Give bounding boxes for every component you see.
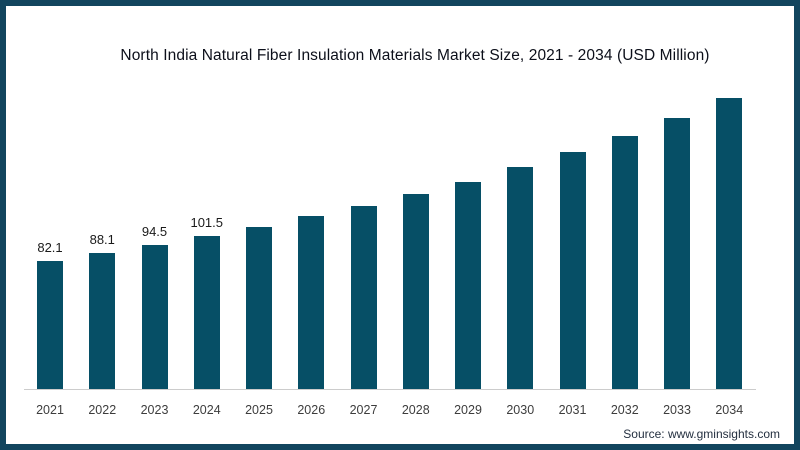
bar-2031 xyxy=(559,152,586,389)
bar-2034 xyxy=(716,98,743,389)
x-tick-label-2032: 2032 xyxy=(610,403,639,417)
bar-2025 xyxy=(246,226,272,389)
bar-2024 xyxy=(193,235,220,389)
x-tick-label-2023: 2023 xyxy=(140,403,169,417)
x-tick-label-2031: 2031 xyxy=(558,403,587,417)
bar-2023 xyxy=(141,244,168,389)
bar-2029 xyxy=(455,181,481,389)
source-note: Source: www.gminsights.com xyxy=(623,427,780,441)
bar-2028 xyxy=(402,193,429,389)
x-tick-label-2028: 2028 xyxy=(401,403,430,417)
x-axis-line xyxy=(24,389,756,390)
bar-2026 xyxy=(298,216,325,389)
bar-2030 xyxy=(507,167,534,389)
x-tick-label-2034: 2034 xyxy=(715,403,744,417)
bar-2032 xyxy=(611,136,638,389)
chart-title: North India Natural Fiber Insulation Mat… xyxy=(120,47,710,64)
bar-2033 xyxy=(664,118,690,389)
x-tick-label-2030: 2030 xyxy=(506,403,535,417)
x-tick-label-2025: 2025 xyxy=(245,403,273,417)
bar-2021 xyxy=(37,260,63,389)
bar-value-label-2021: 82.1 xyxy=(37,239,63,255)
x-tick-label-2022: 2022 xyxy=(88,403,117,417)
bar-value-label-2024: 101.5 xyxy=(190,214,224,230)
x-tick-label-2021: 2021 xyxy=(36,403,64,417)
bar-value-label-2022: 88.1 xyxy=(89,231,115,247)
x-tick-label-2029: 2029 xyxy=(454,403,482,417)
x-tick-label-2033: 2033 xyxy=(663,403,691,417)
plot-area: 82.1 2021 88.1 2022 94.5 2023 101.5 2024 2025 202… xyxy=(6,6,794,444)
bar-value-label-2023: 94.5 xyxy=(141,223,168,239)
x-tick-label-2027: 2027 xyxy=(349,403,378,417)
x-tick-label-2026: 2026 xyxy=(297,403,326,417)
bar-2027 xyxy=(350,205,377,389)
x-tick-label-2024: 2024 xyxy=(192,403,221,417)
bar-2022 xyxy=(89,252,116,389)
